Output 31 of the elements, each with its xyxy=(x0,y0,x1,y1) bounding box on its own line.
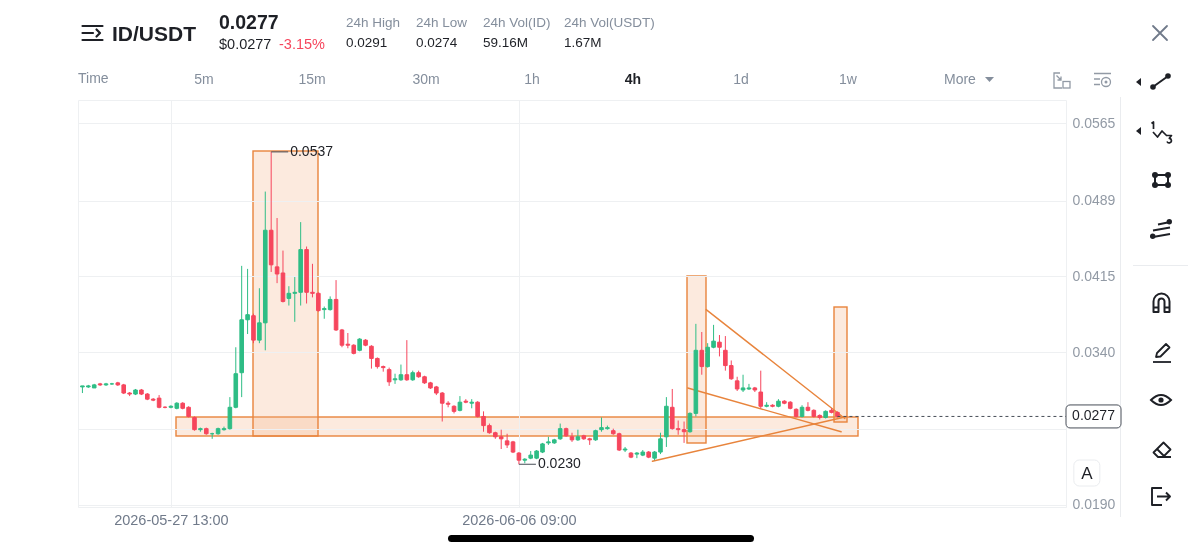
text: 24h Low xyxy=(416,15,468,31)
text: 1d xyxy=(733,71,749,87)
text: -3.15% xyxy=(279,35,325,52)
text: 5m xyxy=(194,71,214,87)
text: 4h xyxy=(624,71,642,87)
y-tick-label: 0.0489 xyxy=(1072,192,1116,209)
x-tick-label: 2026-05-27 13:00 xyxy=(114,511,229,528)
chart-title: ID/USDT xyxy=(112,21,196,45)
y-tick-label: 0.0190 xyxy=(1072,496,1116,513)
x-tick-label: 2026-06-06 09:00 xyxy=(462,511,577,528)
annotation: 0.0230 xyxy=(537,455,581,472)
text: $0.0277 xyxy=(219,35,272,52)
text: 0.0291 xyxy=(346,35,388,51)
text: 30m xyxy=(412,71,440,87)
text: 15m xyxy=(298,71,326,87)
text: 24h Vol(ID) xyxy=(483,15,551,31)
text: 0.0274 xyxy=(416,35,458,51)
text: 24h High xyxy=(346,15,401,31)
text: 24h Vol(USDT) xyxy=(564,15,655,31)
text: 1.67M xyxy=(564,35,602,51)
ref-line-label: 0.0277 xyxy=(1072,407,1116,424)
text: A xyxy=(1073,459,1101,487)
text: Time xyxy=(78,70,109,86)
y-tick-label: 0.0565 xyxy=(1072,114,1116,131)
y-tick-label: 0.0340 xyxy=(1072,343,1116,360)
y-tick-label: 0.0415 xyxy=(1072,267,1116,284)
text: 1h xyxy=(524,71,540,87)
text: 0.0277 xyxy=(219,11,279,34)
text: 59.16M xyxy=(483,35,529,51)
text: More xyxy=(944,71,976,87)
text: 1w xyxy=(839,71,857,87)
